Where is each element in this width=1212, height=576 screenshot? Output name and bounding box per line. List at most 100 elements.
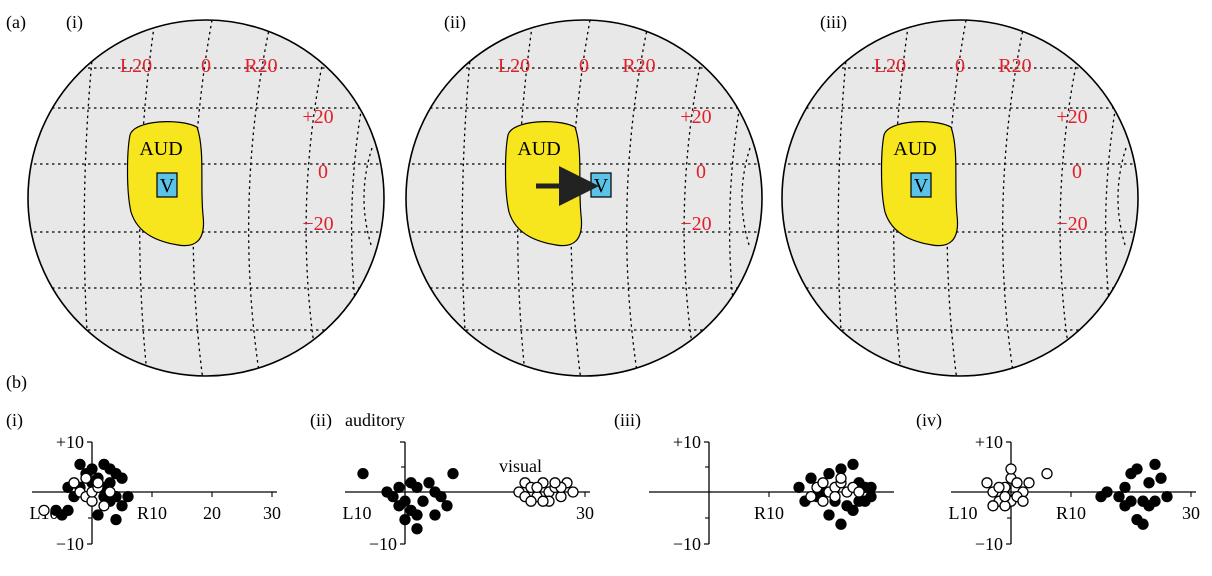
subpanel-label: (iii) [820, 12, 847, 33]
y-tick-label: −10 [369, 534, 397, 554]
aud-label: AUD [893, 138, 936, 160]
data-point-filled [429, 509, 441, 521]
data-point-filled [1143, 477, 1155, 489]
data-point-filled [793, 481, 805, 494]
data-point-filled [1119, 500, 1131, 512]
data-point-hollow [835, 472, 847, 484]
data-point-filled [92, 509, 104, 521]
data-point-hollow [567, 486, 579, 498]
data-point-filled [110, 513, 122, 526]
data-point-filled [393, 481, 405, 494]
data-point-filled [411, 481, 423, 494]
data-point-hollow [987, 500, 999, 512]
y-tick-label: −10 [975, 534, 1003, 554]
data-point-filled [423, 477, 435, 489]
scatter-plot-3: (iii) +10 −10 R10 [614, 410, 894, 554]
data-point-filled [387, 490, 399, 503]
v-label: V [594, 175, 609, 197]
coord-label-left: L20 [498, 55, 530, 77]
data-point-hollow [92, 477, 104, 489]
data-point-hollow [829, 490, 841, 503]
x-tick-label: 20 [203, 503, 221, 523]
coord-label-up: +20 [680, 106, 711, 128]
data-point-hollow [38, 504, 50, 517]
data-point-filled [835, 463, 847, 475]
visual-target-box [910, 172, 932, 198]
coord-label-center: 0 [579, 55, 589, 77]
data-point-hollow [537, 495, 549, 507]
data-point-filled [116, 500, 128, 512]
data-point-filled [441, 500, 453, 512]
subpanel-label: (ii) [444, 12, 466, 33]
coord-label-up: +20 [302, 106, 333, 128]
data-point-hollow [98, 500, 110, 512]
coord-label-right: R20 [998, 55, 1031, 77]
visual-target-box [156, 172, 178, 198]
coord-label-mid: 0 [1072, 161, 1082, 183]
data-point-hollow [1017, 495, 1029, 507]
data-point-hollow [549, 477, 561, 489]
data-point-filled [357, 467, 369, 480]
data-point-filled [835, 518, 847, 530]
coord-label-mid: 0 [696, 161, 706, 183]
data-point-hollow [531, 481, 543, 494]
data-point-filled [116, 472, 128, 484]
v-label: V [160, 175, 175, 197]
subpanel-label: (ii) [310, 410, 332, 431]
v-label: V [914, 175, 929, 197]
annotation-auditory: auditory [345, 410, 405, 430]
data-point-filled [1101, 486, 1113, 498]
data-point-filled [847, 504, 859, 517]
data-point-hollow [993, 481, 1005, 494]
coord-label-up: +20 [1056, 106, 1087, 128]
data-point-hollow [853, 486, 865, 498]
data-point-hollow [817, 477, 829, 489]
subpanel-label: (iv) [916, 410, 942, 431]
data-point-hollow [68, 477, 80, 489]
globe-panel-3: (iii) L20 0 R20 +20 0 −20 AUD V [781, 12, 1139, 377]
x-tick-label: 30 [1182, 503, 1200, 523]
data-point-filled [823, 509, 835, 521]
coord-label-mid: 0 [318, 161, 328, 183]
panel-b-label: (b) [6, 372, 27, 393]
x-tick-label: L10 [343, 503, 372, 523]
data-point-hollow [1041, 467, 1053, 480]
data-point-hollow [555, 490, 567, 503]
data-point-hollow [981, 477, 993, 489]
data-point-hollow [1011, 477, 1023, 489]
subpanel-label: (i) [6, 410, 23, 431]
data-point-filled [853, 495, 865, 507]
data-point-hollow [1023, 477, 1035, 489]
data-point-hollow [817, 495, 829, 507]
data-point-filled [74, 458, 86, 471]
data-point-hollow [805, 490, 817, 503]
y-tick-label: +10 [975, 432, 1003, 452]
data-point-filled [104, 463, 116, 475]
coord-label-right: R20 [244, 55, 277, 77]
y-tick-label: −10 [56, 534, 84, 554]
data-point-hollow [999, 490, 1011, 503]
data-point-filled [1149, 495, 1161, 507]
data-point-hollow [999, 500, 1011, 512]
data-point-filled [399, 513, 411, 526]
data-point-filled [805, 472, 817, 484]
scatter-panels: (i) +10 −10 L10 R10 20 30 (ii) auditory visual −10… [6, 410, 1200, 554]
data-point-filled [86, 463, 98, 475]
x-tick-label: L10 [949, 503, 978, 523]
data-point-hollow [80, 472, 92, 484]
data-point-filled [1155, 472, 1167, 484]
scatter-plot-4: (iv) +10 −10 L10 R10 30 [916, 410, 1200, 554]
subpanel-label: (iii) [614, 410, 641, 431]
globe-panels: (i) L20 0 R20 +20 0 −20 AUD V (ii) L20 0 R20 +20 0 −20 A… [27, 12, 1139, 377]
data-point-filled [405, 504, 417, 517]
data-point-filled [1149, 458, 1161, 471]
data-point-filled [393, 500, 405, 512]
globe-panel-1: (i) L20 0 R20 +20 0 −20 AUD V [27, 12, 385, 377]
scatter-plot-2: (ii) auditory visual −10 L10 30 [310, 410, 594, 554]
data-point-hollow [86, 495, 98, 507]
data-point-hollow [104, 486, 116, 498]
x-tick-label: 30 [263, 503, 281, 523]
coord-label-center: 0 [955, 55, 965, 77]
data-point-filled [823, 467, 835, 480]
